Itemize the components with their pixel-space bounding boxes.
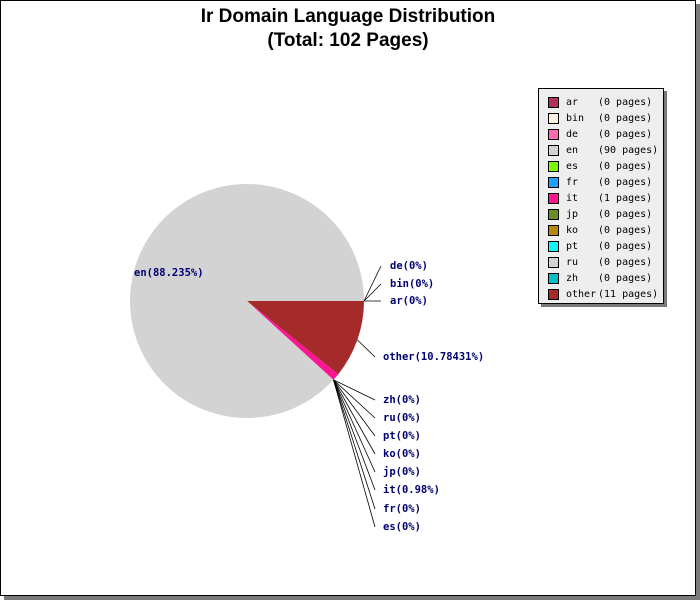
pie-label-ko: ko(0%) bbox=[383, 448, 421, 460]
legend-item-jp: jp (0 pages) bbox=[548, 206, 652, 222]
legend-pages: (0 pages) bbox=[598, 112, 653, 124]
leader-line-ru bbox=[333, 379, 376, 419]
pie-slice-other bbox=[247, 301, 364, 375]
pie-label-en: en(88.235%) bbox=[134, 267, 204, 279]
legend-pages: (90 pages) bbox=[598, 144, 659, 156]
legend-code: other bbox=[566, 288, 597, 300]
legend-pages: (0 pages) bbox=[598, 272, 653, 284]
chart-title-block: Ir Domain Language Distribution (Total: … bbox=[1, 5, 695, 53]
legend-code: ko bbox=[566, 224, 579, 236]
legend-item-ko: ko (0 pages) bbox=[548, 222, 652, 238]
legend-swatch bbox=[548, 144, 559, 156]
legend-code: ru bbox=[566, 256, 579, 268]
legend-code: en bbox=[566, 144, 579, 156]
legend-code: pt bbox=[566, 240, 579, 252]
pie-label-bin: bin(0%) bbox=[390, 278, 434, 290]
legend-pages: (0 pages) bbox=[598, 96, 653, 108]
pie-label-zh: zh(0%) bbox=[383, 394, 421, 406]
legend-code: fr bbox=[566, 176, 579, 188]
pie-label-es: es(0%) bbox=[383, 521, 421, 533]
legend-swatch bbox=[548, 272, 559, 284]
legend-pages: (0 pages) bbox=[598, 240, 653, 252]
legend-swatch bbox=[548, 288, 559, 300]
pie-label-fr: fr(0%) bbox=[383, 503, 421, 515]
pie-label-ru: ru(0%) bbox=[383, 412, 421, 424]
pie-slice-it bbox=[247, 301, 339, 380]
chart-title: Ir Domain Language Distribution bbox=[200, 6, 496, 27]
legend-pages: (0 pages) bbox=[598, 224, 653, 236]
legend-swatch bbox=[548, 96, 559, 108]
legend-pages: (0 pages) bbox=[598, 176, 653, 188]
legend-swatch bbox=[548, 176, 559, 188]
legend-code: it bbox=[566, 192, 579, 204]
legend-pages: (11 pages) bbox=[598, 288, 659, 300]
legend-pages: (0 pages) bbox=[598, 256, 653, 268]
pie-label-other: other(10.78431%) bbox=[383, 351, 484, 363]
legend-item-ar: ar (0 pages) bbox=[548, 94, 652, 110]
legend-code: de bbox=[566, 128, 579, 140]
legend: ar (0 pages) bin (0 pages) de (0 pages) en (90 … bbox=[538, 88, 664, 304]
leader-line-ko bbox=[333, 379, 376, 455]
pie-label-jp: jp(0%) bbox=[383, 466, 421, 478]
leader-line-jp bbox=[333, 379, 376, 473]
leader-line-other bbox=[357, 339, 376, 358]
legend-code: zh bbox=[566, 272, 579, 284]
legend-item-ru: ru (0 pages) bbox=[548, 254, 652, 270]
leader-line-es bbox=[333, 379, 376, 528]
pie-label-pt: pt(0%) bbox=[383, 430, 421, 442]
pie-label-de: de(0%) bbox=[390, 260, 428, 272]
legend-item-de: de (0 pages) bbox=[548, 126, 652, 142]
legend-swatch bbox=[548, 256, 559, 268]
legend-pages: (0 pages) bbox=[598, 160, 653, 172]
legend-swatch bbox=[548, 160, 559, 172]
pie-label-ar: ar(0%) bbox=[390, 295, 428, 307]
legend-item-it: it (1 pages) bbox=[548, 190, 652, 206]
pie-label-it: it(0.98%) bbox=[383, 484, 440, 496]
legend-code: jp bbox=[566, 208, 579, 220]
legend-swatch bbox=[548, 224, 559, 236]
leader-line-bin bbox=[363, 283, 382, 302]
legend-item-es: es (0 pages) bbox=[548, 158, 652, 174]
legend-item-en: en (90 pages) bbox=[548, 142, 658, 158]
legend-pages: (1 pages) bbox=[598, 192, 653, 204]
legend-code: bin bbox=[566, 112, 585, 124]
leader-line-zh bbox=[333, 379, 376, 401]
legend-code: ar bbox=[566, 96, 579, 108]
legend-code: es bbox=[566, 160, 579, 172]
legend-swatch bbox=[548, 240, 559, 252]
legend-item-pt: pt (0 pages) bbox=[548, 238, 652, 254]
chart-subtitle: (Total: 102 Pages) bbox=[267, 30, 429, 51]
legend-swatch bbox=[548, 192, 559, 204]
leader-line-it bbox=[333, 379, 376, 491]
legend-item-bin: bin (0 pages) bbox=[548, 110, 652, 126]
leader-line-pt bbox=[333, 379, 376, 437]
legend-item-fr: fr (0 pages) bbox=[548, 174, 652, 190]
legend-item-zh: zh (0 pages) bbox=[548, 270, 652, 286]
legend-swatch bbox=[548, 128, 559, 140]
legend-swatch bbox=[548, 112, 559, 124]
leader-lines bbox=[333, 265, 382, 528]
leader-line-de bbox=[363, 265, 382, 302]
legend-pages: (0 pages) bbox=[598, 128, 653, 140]
leader-line-fr bbox=[333, 379, 376, 510]
legend-swatch bbox=[548, 208, 559, 220]
pie-slices bbox=[130, 183, 364, 418]
legend-pages: (0 pages) bbox=[598, 208, 653, 220]
pie-slice-en bbox=[130, 183, 364, 418]
legend-item-other: other (11 pages) bbox=[548, 286, 658, 302]
